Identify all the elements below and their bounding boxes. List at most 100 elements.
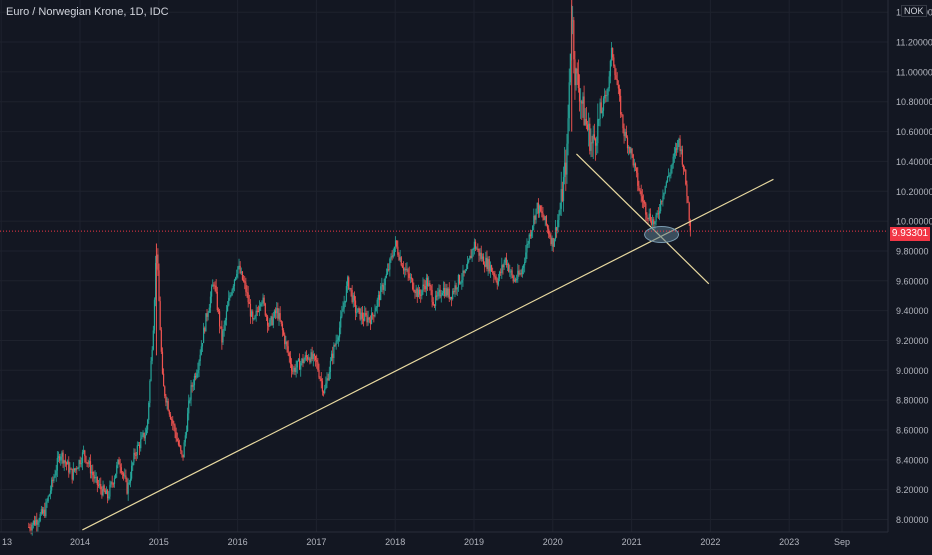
candle-body	[660, 200, 662, 212]
candle-body	[282, 330, 285, 335]
candle-body	[201, 343, 204, 347]
candle-body	[634, 163, 637, 168]
candle-body	[165, 395, 167, 403]
candle-body	[225, 311, 228, 321]
candle-body	[677, 140, 679, 150]
candle-body	[369, 319, 372, 324]
candle-body	[637, 172, 639, 186]
candle-body	[67, 461, 69, 465]
candle-body	[249, 303, 252, 317]
candle-body	[79, 460, 81, 465]
y-tick-label: 9.00000	[896, 366, 929, 376]
candle-body	[612, 48, 614, 58]
candle-body	[204, 327, 206, 332]
candle-body	[442, 287, 445, 294]
candle-body	[175, 432, 177, 440]
candle-body	[446, 288, 448, 296]
candle-body	[51, 479, 53, 491]
candle-body	[205, 313, 207, 332]
candle-body	[70, 468, 72, 470]
candle-body	[87, 462, 89, 464]
x-tick-label: 2017	[306, 537, 326, 547]
candle-body	[666, 176, 669, 183]
candle-body	[250, 311, 253, 317]
candle-body	[472, 249, 474, 251]
candle-body	[354, 300, 357, 313]
candle-body	[361, 312, 364, 319]
candle-body	[657, 213, 659, 215]
candle-body	[71, 468, 73, 480]
candle-body	[417, 289, 420, 298]
y-tick-label: 11.00000	[896, 67, 932, 77]
candle-body	[88, 461, 90, 464]
candle-body	[679, 138, 681, 152]
candle-body	[296, 360, 298, 368]
candle-body	[245, 282, 247, 292]
candle-body	[648, 213, 650, 220]
x-tick-label: 2023	[779, 537, 799, 547]
candle-body	[423, 284, 425, 286]
candle-body	[629, 147, 631, 153]
candle-body	[85, 456, 87, 463]
x-tick-label: 2015	[149, 537, 169, 547]
candle-body	[268, 325, 270, 327]
candle-body	[124, 475, 126, 477]
overlay-layer	[0, 153, 888, 531]
candle-body	[111, 482, 113, 484]
candle-body	[297, 359, 300, 361]
candle-body	[126, 479, 128, 494]
candle-body	[562, 176, 565, 201]
candle-body	[510, 270, 512, 272]
candle-body	[610, 48, 613, 61]
candle-body	[187, 413, 189, 432]
candle-body	[663, 192, 665, 196]
candle-body	[454, 285, 456, 293]
candle-body	[462, 270, 464, 281]
candle-body	[341, 311, 343, 317]
candle-body	[486, 257, 488, 269]
candle-body	[551, 238, 553, 245]
candle-body	[465, 269, 467, 271]
candle-body	[591, 142, 593, 144]
candle-body	[37, 522, 39, 525]
candle-body	[272, 316, 274, 325]
candle-body	[350, 287, 352, 291]
candle-body	[264, 303, 266, 316]
x-axis[interactable]: 13 2014 2015 2016 2017 2018 2019 2020 2021 2022 20…	[2, 537, 850, 547]
candle-body	[281, 323, 284, 331]
y-tick-label: 8.20000	[896, 485, 929, 495]
candle-body	[550, 237, 552, 245]
candle-body	[370, 313, 373, 324]
candle-body	[364, 313, 366, 321]
y-axis[interactable]: 8.00000 8.20000 8.40000 8.60000 8.80000 9.000…	[896, 8, 932, 525]
candle-body	[302, 358, 304, 364]
candle-body	[308, 358, 310, 360]
candle-body	[293, 367, 295, 372]
candle-body	[120, 467, 122, 473]
y-tick-label: 9.80000	[896, 246, 929, 256]
candle-body	[450, 296, 453, 299]
candle-body	[581, 101, 583, 104]
candle-body	[377, 294, 380, 300]
candle-body	[526, 244, 528, 253]
candle-body	[28, 526, 30, 528]
candle-body	[577, 73, 579, 89]
candle-body	[246, 291, 248, 293]
candle-body	[665, 182, 667, 186]
candle-body	[258, 306, 261, 312]
currency-tag: NOK	[901, 5, 927, 17]
candle-body	[342, 308, 344, 312]
candle-body	[248, 302, 250, 304]
candle-body	[237, 266, 239, 274]
candle-body	[463, 270, 465, 273]
candle-body	[614, 66, 616, 76]
candle-body	[428, 283, 430, 287]
candle-body	[217, 310, 220, 312]
candle-body	[167, 401, 169, 411]
candle-body	[394, 240, 397, 247]
candle-body	[504, 257, 506, 263]
candle-body	[521, 267, 523, 275]
candle-body	[549, 234, 551, 238]
